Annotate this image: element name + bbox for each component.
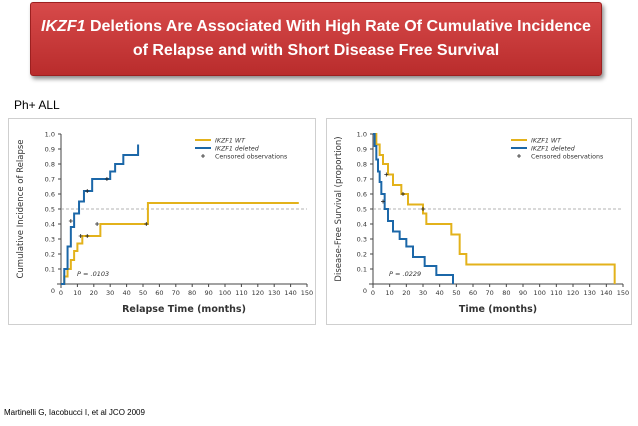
dfs-censored-mark — [381, 199, 385, 204]
relapse-y-tick-label: 0.3 — [45, 236, 55, 244]
relapse-x-tick-label: 130 — [268, 289, 280, 297]
relapse-x-tick-label: 140 — [284, 289, 296, 297]
dfs-x-tick-label: 120 — [567, 289, 579, 297]
relapse-series-wt-line — [61, 202, 299, 285]
relapse-chart: 0.1 0.2 0.3 0.4 0.5 0.6 0.7 0.8 0.9 1.0 0 0 10 20 30 40… — [16, 131, 313, 316]
dfs-x-tick-label: 70 — [486, 289, 494, 297]
relapse-y-tick-label: 0.7 — [45, 176, 55, 184]
dfs-x-tick-label: 30 — [419, 289, 427, 297]
dfs-x-tick-label: 0 — [371, 289, 375, 297]
subgroup-label: Ph+ ALL — [14, 98, 60, 112]
title-banner: IKZF1 Deletions Are Associated With High… — [30, 2, 602, 76]
relapse-x-tick-label: 0 — [59, 289, 63, 297]
dfs-x-axis-title: Time (months) — [459, 304, 537, 315]
dfs-chart: 0.1 0.2 0.3 0.4 0.5 0.6 0.7 0.8 0.9 1.0 0 0 10 20 30 40… — [334, 131, 629, 316]
dfs-legend-label: Censored observations — [531, 154, 603, 161]
relapse-y-tick-label: 0.6 — [45, 191, 55, 199]
title-gene: IKZF1 — [41, 18, 86, 35]
relapse-censored-mark — [144, 222, 149, 226]
dfs-x-tick-label: 110 — [550, 289, 562, 297]
dfs-x-tick-label: 10 — [386, 289, 394, 297]
dfs-y-tick-label: 0.9 — [357, 146, 367, 154]
relapse-x-tick-label: 110 — [235, 289, 247, 297]
relapse-x-tick-label: 70 — [172, 289, 180, 297]
title-line-1-text: Deletions Are Associated With High Rate … — [85, 18, 591, 35]
relapse-series-deleted-line — [61, 144, 140, 285]
dfs-x-tick-label: 20 — [402, 289, 410, 297]
relapse-x-tick-label: 30 — [106, 289, 114, 297]
dfs-y-tick-label: 0.3 — [357, 236, 367, 244]
relapse-origin-label: 0 — [51, 287, 55, 295]
relapse-y-tick-label: 0.8 — [45, 161, 55, 169]
dfs-y-tick-label: 0.1 — [357, 266, 367, 274]
relapse-censored-mark — [85, 189, 90, 193]
relapse-x-tick-label: 40 — [122, 289, 130, 297]
dfs-censored-mark — [401, 192, 405, 196]
relapse-censored-mark — [85, 234, 90, 238]
dfs-x-tick-label: 60 — [469, 289, 477, 297]
relapse-censored-mark — [104, 177, 109, 181]
dfs-chart-panel: 0.1 0.2 0.3 0.4 0.5 0.6 0.7 0.8 0.9 1.0 0 0 10 20 30 40… — [326, 118, 632, 325]
dfs-y-tick-label: 0.5 — [357, 206, 367, 214]
relapse-y-tick-label: 0.9 — [45, 146, 55, 154]
relapse-y-tick-label: 0.2 — [45, 251, 55, 259]
dfs-x-tick-label: 150 — [617, 289, 629, 297]
dfs-censored-mark — [421, 207, 425, 211]
relapse-legend-label: IKZF1 deleted — [215, 145, 260, 153]
dfs-y-tick-label: 0.7 — [357, 176, 367, 184]
dfs-y-tick-label: 1.0 — [357, 131, 367, 139]
relapse-p-value: P = .0103 — [77, 270, 109, 278]
relapse-y-tick-label: 0.1 — [45, 266, 55, 274]
relapse-x-tick-label: 90 — [204, 289, 212, 297]
relapse-censored-mark — [68, 219, 73, 223]
relapse-chart-panel: 0.1 0.2 0.3 0.4 0.5 0.6 0.7 0.8 0.9 1.0 0 0 10 20 30 40… — [8, 118, 316, 325]
dfs-censored-mark — [384, 172, 389, 177]
dfs-x-tick-label: 50 — [452, 289, 460, 297]
relapse-y-axis-title: Cumulative Incidence of Relapse — [16, 139, 26, 278]
dfs-y-tick-label: 0.8 — [357, 161, 367, 169]
dfs-x-tick-label: 90 — [519, 289, 527, 297]
dfs-legend-label: IKZF1 deleted — [531, 145, 576, 153]
relapse-x-tick-label: 150 — [301, 289, 313, 297]
relapse-censored-mark — [78, 234, 83, 238]
dfs-series-deleted-line — [373, 133, 454, 284]
relapse-y-tick-label: 0.5 — [45, 206, 55, 214]
dfs-origin-label: 0 — [363, 287, 367, 295]
relapse-censored-mark — [95, 222, 100, 226]
relapse-legend-censor-mark — [201, 154, 205, 158]
dfs-x-tick-label: 40 — [436, 289, 444, 297]
dfs-x-tick-label: 80 — [502, 289, 510, 297]
relapse-y-tick-label: 0.4 — [45, 221, 55, 229]
relapse-x-tick-label: 100 — [219, 289, 231, 297]
title-line-2: of Relapse and with Short Disease Free S… — [132, 42, 500, 59]
dfs-legend-censor-mark — [517, 154, 521, 158]
citation: Martinelli G, Iacobucci I, et al JCO 200… — [4, 408, 145, 417]
dfs-x-tick-label: 100 — [533, 289, 545, 297]
dfs-series-wt-line — [373, 133, 616, 284]
title-line-1: IKZF1 Deletions Are Associated With High… — [31, 15, 601, 39]
relapse-x-tick-label: 60 — [155, 289, 163, 297]
dfs-y-tick-label: 0.6 — [357, 191, 367, 199]
relapse-x-tick-label: 120 — [252, 289, 264, 297]
relapse-legend-label: IKZF1 WT — [215, 138, 246, 145]
relapse-x-tick-label: 20 — [90, 289, 98, 297]
dfs-y-axis-title: Disease-Free Survival (proportion) — [334, 136, 344, 281]
relapse-x-tick-label: 80 — [188, 289, 196, 297]
dfs-p-value: P = .0229 — [389, 270, 421, 278]
relapse-x-axis-title: Relapse Time (months) — [122, 304, 246, 315]
relapse-x-tick-label: 50 — [139, 289, 147, 297]
dfs-x-tick-label: 130 — [583, 289, 595, 297]
relapse-x-tick-label: 10 — [73, 289, 81, 297]
dfs-x-tick-label: 140 — [600, 289, 612, 297]
dfs-y-tick-label: 0.2 — [357, 251, 367, 259]
dfs-y-tick-label: 0.4 — [357, 221, 367, 229]
relapse-legend-label: Censored observations — [215, 154, 287, 161]
relapse-y-tick-label: 1.0 — [45, 131, 55, 139]
dfs-legend-label: IKZF1 WT — [531, 138, 562, 145]
